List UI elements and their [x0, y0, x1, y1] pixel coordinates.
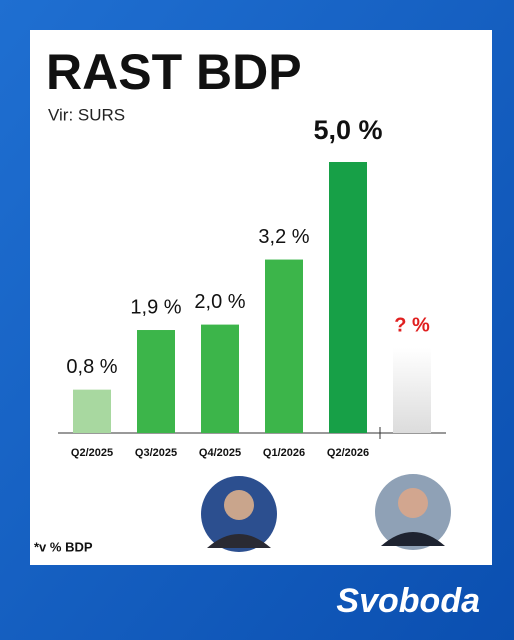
value-label: 2,0 % [194, 291, 245, 313]
x-tick-label: Q2/2025 [71, 447, 113, 459]
value-label: 3,2 % [258, 226, 309, 248]
value-label: 0,8 % [66, 356, 117, 378]
x-tick-label: Q3/2025 [135, 447, 177, 459]
x-tick-label: Q4/2025 [199, 447, 241, 459]
bar [73, 389, 111, 433]
brand: Svoboda [336, 582, 480, 620]
placeholder-bar [393, 348, 431, 433]
portrait-suit [207, 534, 271, 548]
chart-title: RAST BDP [46, 44, 302, 100]
value-label: 5,0 % [313, 115, 382, 145]
footnote: *v % BDP [34, 539, 93, 554]
x-tick-label: Q2/2026 [327, 447, 369, 459]
portrait-face [224, 490, 254, 520]
bar [265, 259, 303, 433]
bar [137, 330, 175, 433]
portrait-suit [381, 532, 445, 546]
value-label: ? % [394, 314, 430, 336]
bar [329, 162, 367, 433]
subtitle: Vir: SURS [48, 105, 125, 124]
x-tick-label: Q1/2026 [263, 447, 305, 459]
portrait-face [398, 488, 428, 518]
bar [201, 324, 239, 433]
value-label: 1,9 % [130, 296, 181, 318]
